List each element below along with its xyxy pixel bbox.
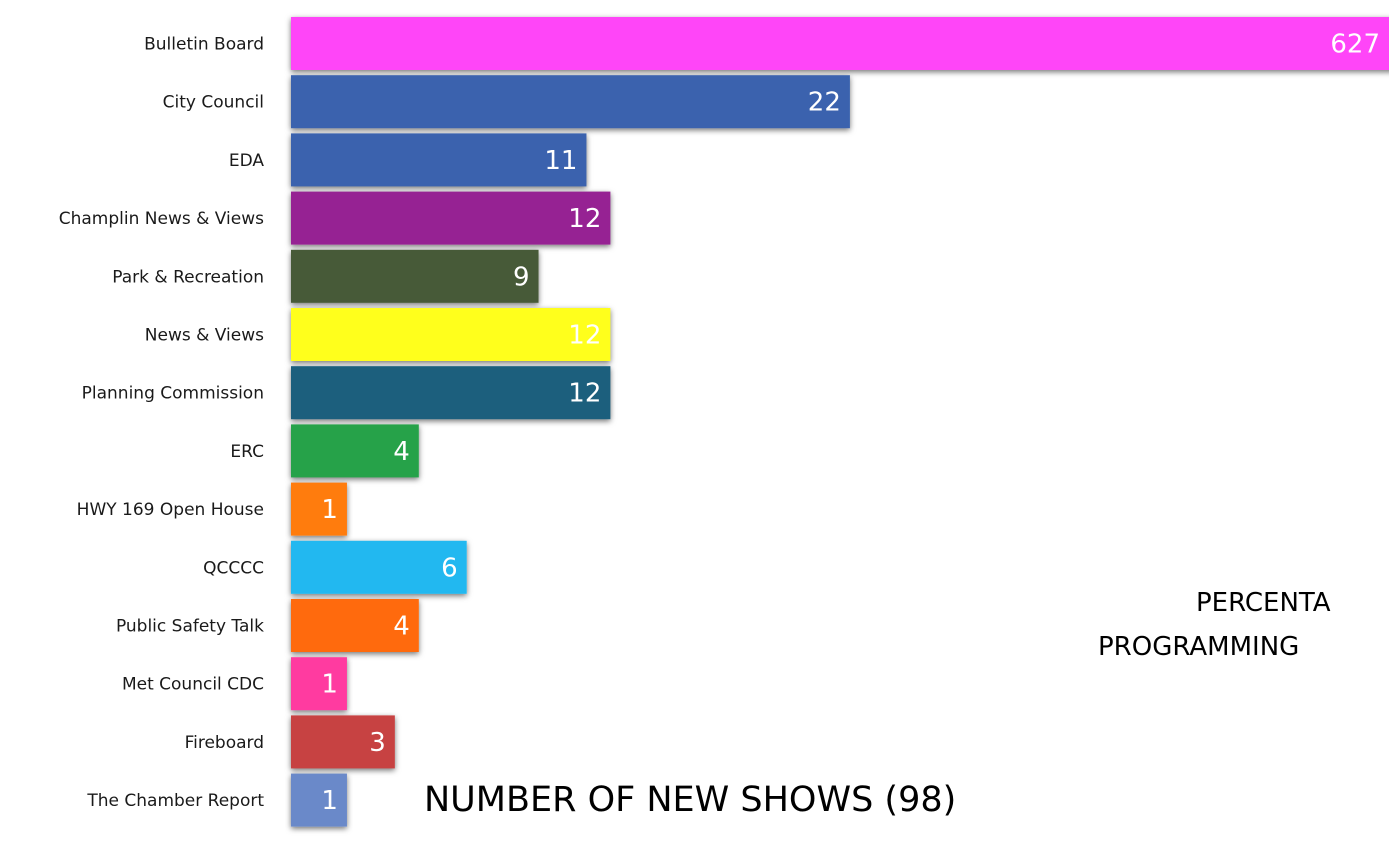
bar-value-label: 9 [513,262,530,292]
bar-value-label: 11 [544,146,577,176]
bar-value-label: 6 [441,553,458,583]
bar-bulletin-board [291,17,1389,70]
bar-value-label: 12 [568,321,601,351]
bar-public-safety-talk [291,599,419,652]
bar-value-label: 4 [393,612,410,642]
category-label: ERC [230,442,264,462]
category-label: HWY 169 Open House [77,500,264,520]
bar-planning-commission [291,366,611,420]
category-label: Champlin News & Views [59,209,264,229]
bar-value-label: 627 [1330,30,1380,60]
category-label: Park & Recreation [112,267,264,287]
category-label: News & Views [145,326,264,346]
bar-city-council [291,75,850,129]
bar-value-label: 1 [321,786,338,816]
bar-value-label: 1 [321,495,338,525]
category-label: QCCCC [203,558,264,578]
bar-value-label: 4 [393,437,410,467]
bar-value-label: 22 [808,88,841,118]
category-label: EDA [229,151,265,171]
category-label: City Council [163,93,264,113]
bar-value-label: 1 [321,670,338,700]
bar-fireboard [291,715,395,769]
chart-footer: NUMBER OF NEW SHOWS (98) [424,780,957,820]
bar-eda [291,133,587,187]
bar-qcccc [291,540,467,594]
category-label: Fireboard [185,733,264,753]
category-label: Met Council CDC [122,675,264,695]
bar-value-label: 12 [568,204,601,234]
percentage-programming-text-line-2: PROGRAMMING [1098,632,1300,662]
bar-value-label: 3 [369,728,386,758]
category-label: Planning Commission [82,384,264,404]
bar-met-council-cdc [291,657,347,711]
bar-news-views [291,308,611,361]
bar-value-label: 12 [568,379,601,409]
category-label: Public Safety Talk [116,617,264,637]
category-label: Bulletin Board [144,35,264,55]
category-label: The Chamber Report [86,791,264,811]
bar-hwy-169-open-house [291,482,347,536]
bar-erc [291,424,419,478]
percentage-programming-text-line-1: PERCENTA [1196,588,1331,618]
bar-park-recreation [291,249,539,303]
bar-the-chamber-report [291,773,347,827]
bar-champlin-news-views [291,191,611,245]
